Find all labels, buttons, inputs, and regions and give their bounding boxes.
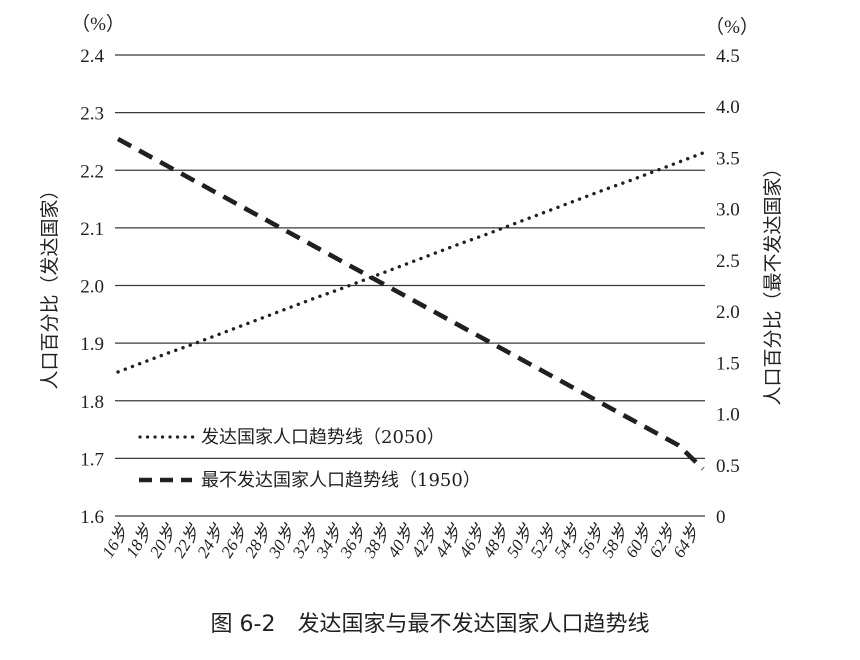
right-tick-label: 2.0 — [716, 302, 740, 323]
left-tick-label: 1.8 — [80, 392, 104, 413]
x-axis-ticks: 16岁18岁20岁22岁24岁26岁28岁30岁32岁34岁36岁38岁40岁4… — [98, 520, 704, 561]
left-tick-label: 2.3 — [80, 104, 104, 125]
gridlines — [115, 54, 705, 517]
legend-least-developed-label: 最不发达国家人口趋势线（1950） — [201, 470, 481, 491]
right-tick-label: 0 — [716, 507, 726, 528]
figure-caption: 图 6-2 发达国家与最不发达国家人口趋势线 — [210, 612, 650, 637]
left-tick-label: 1.7 — [80, 449, 104, 470]
left-tick-label: 2.4 — [80, 46, 104, 67]
right-tick-label: 0.5 — [716, 456, 740, 477]
right-tick-label: 3.0 — [716, 200, 740, 221]
x-tick-label: 64岁 — [669, 520, 704, 561]
left-unit-label: （%） — [71, 13, 125, 35]
right-tick-label: 3.5 — [716, 148, 740, 169]
series-least-developed-line — [116, 136, 705, 471]
right-axis-title: 人口百分比（最不发达国家） — [762, 158, 784, 405]
right-tick-label: 1.0 — [716, 405, 740, 426]
left-axis-title: 人口百分比（发达国家） — [39, 180, 61, 389]
legend: 发达国家人口趋势线（2050） 最不发达国家人口趋势线（1950） — [138, 427, 481, 491]
right-tick-label: 4.5 — [716, 46, 740, 67]
right-tick-label: 1.5 — [716, 353, 740, 374]
right-y-axis-ticks: 4.5 4.0 3.5 3.0 2.5 2.0 1.5 1.0 0.5 0 — [716, 46, 740, 528]
right-unit-label: （%） — [705, 16, 759, 38]
left-y-axis-ticks: 2.4 2.3 2.2 2.1 2.0 1.9 1.8 1.7 1.6 — [80, 46, 104, 528]
left-tick-label: 2.0 — [80, 277, 104, 298]
left-tick-label: 1.6 — [80, 507, 104, 528]
left-tick-label: 2.2 — [80, 161, 104, 182]
left-tick-label: 1.9 — [80, 334, 104, 355]
legend-developed-label: 发达国家人口趋势线（2050） — [201, 427, 445, 448]
left-tick-label: 2.1 — [80, 219, 104, 240]
right-tick-label: 2.5 — [716, 251, 740, 272]
right-tick-label: 4.0 — [716, 97, 740, 118]
series-lines — [116, 136, 705, 471]
